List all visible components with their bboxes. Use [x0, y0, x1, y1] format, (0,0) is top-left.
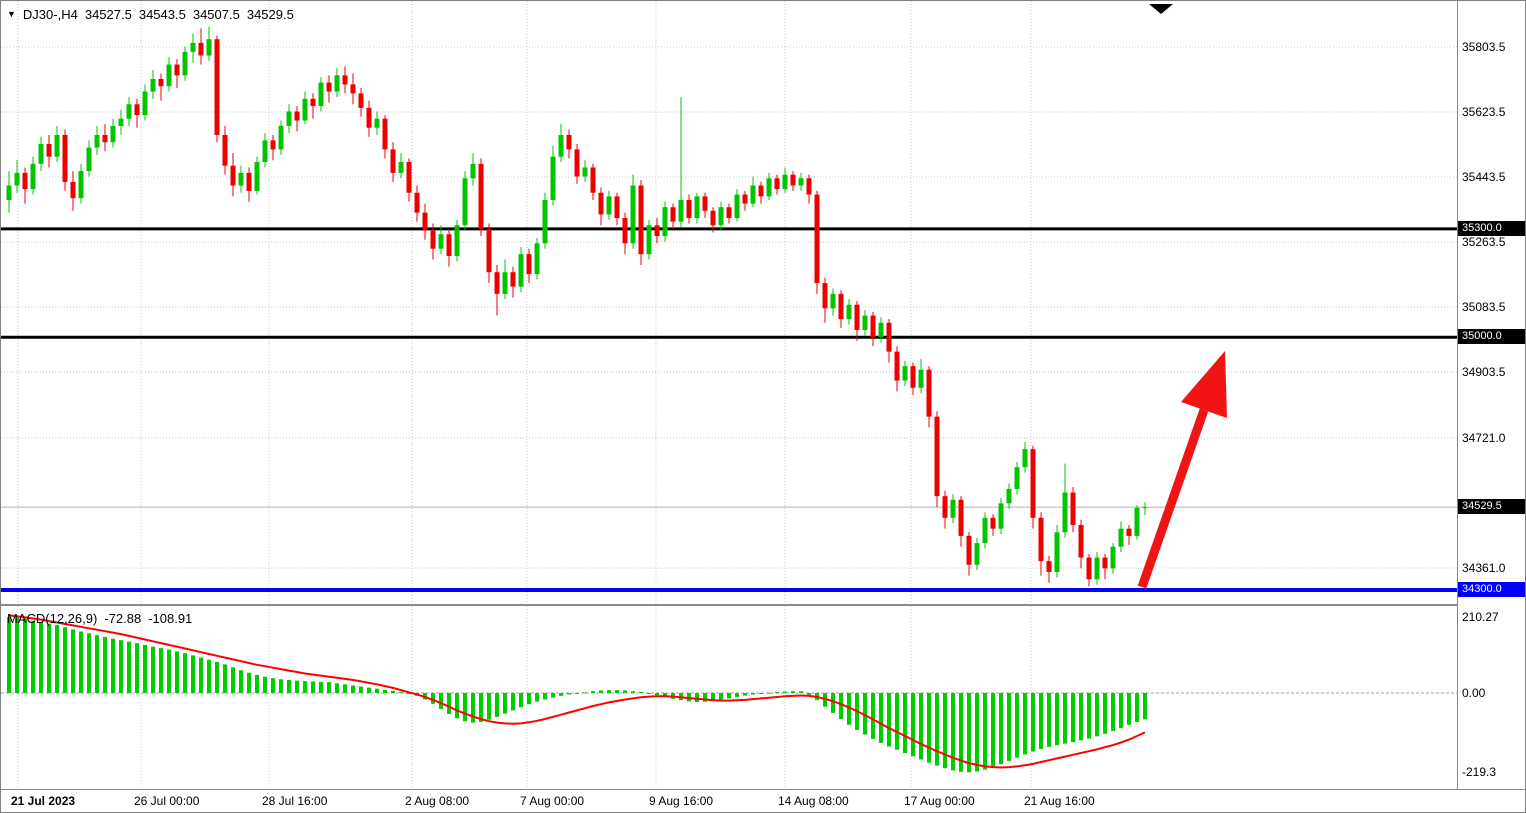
ohlc-low-value: 34507.5	[192, 7, 240, 22]
price-axis[interactable]: 35803.5 35623.5 35443.5 35263.5 35083.5 34903…	[1457, 1, 1525, 789]
trend-arrow[interactable]	[1137, 351, 1227, 589]
time-tick-label: 9 Aug 16:00	[649, 794, 714, 808]
level-lines-layer[interactable]	[1, 227, 1457, 593]
panel-divider[interactable]	[1, 604, 1525, 606]
ohlc-high-value: 34543.5	[138, 7, 186, 22]
price-tick-label: 35263.5	[1462, 235, 1506, 250]
price-tick-label: 35443.5	[1462, 170, 1506, 185]
price-tick-label: 35623.5	[1462, 105, 1506, 119]
candles-layer	[6, 26, 1148, 587]
macd-indicator-label: MACD(12,26,9)	[7, 611, 98, 626]
macd-tick-label: 210.27	[1462, 609, 1499, 624]
chart-shift-marker-icon[interactable]	[1149, 4, 1173, 14]
symbol-dropdown-icon[interactable]: ▼	[7, 9, 16, 19]
time-tick-label: 21 Jul 2023	[11, 794, 76, 808]
ohlc-close-value: 34529.5	[246, 7, 294, 22]
price-tick-label: 35803.5	[1462, 40, 1506, 54]
price-tick-label: 34361.0	[1462, 561, 1506, 576]
time-tick-label: 26 Jul 00:00	[134, 794, 200, 808]
price-tick-label: 34903.5	[1462, 365, 1506, 380]
time-tick-label: 17 Aug 00:00	[904, 794, 975, 808]
current-price-label: 34529.5	[1458, 499, 1525, 515]
symbol-timeframe-label: DJ30-,H4	[22, 7, 78, 22]
price-chart-canvas[interactable]	[1, 1, 1457, 604]
macd-panel-canvas[interactable]	[1, 606, 1457, 788]
macd-signal-value: -108.91	[148, 611, 193, 626]
price-tick-label: 34721.0	[1462, 430, 1506, 445]
macd-tick-label: -219.3	[1462, 765, 1497, 780]
macd-histogram-layer	[7, 617, 1147, 773]
price-tick-label: 35083.5	[1462, 300, 1506, 315]
macd-tick-label: 0.00	[1462, 686, 1486, 700]
chart-header: ▼ DJ30-,H4 34527.5 34543.5 34507.5 34529…	[7, 7, 294, 22]
price-level-label: 35000.0	[1458, 329, 1525, 345]
macd-signal-line	[8, 614, 1146, 769]
time-axis[interactable]: 21 Jul 2023 26 Jul 00:00 28 Jul 16:00 2 Aug…	[1, 789, 1525, 812]
macd-main-value: -72.88	[104, 611, 142, 626]
time-tick-label: 14 Aug 08:00	[778, 794, 849, 808]
time-tick-label: 21 Aug 16:00	[1024, 794, 1095, 808]
time-tick-label: 7 Aug 00:00	[520, 794, 585, 808]
time-tick-label: 28 Jul 16:00	[262, 794, 328, 808]
ohlc-open-value: 34527.5	[84, 7, 132, 22]
price-level-label: 35300.0	[1458, 220, 1525, 236]
price-level-label: 34300.0	[1458, 582, 1525, 598]
time-tick-label: 2 Aug 08:00	[405, 794, 470, 808]
macd-header: MACD(12,26,9) -72.88 -108.91	[7, 611, 192, 626]
